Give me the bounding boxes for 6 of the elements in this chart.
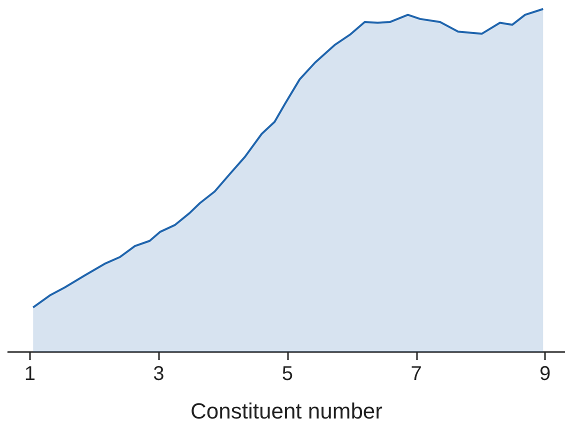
x-tick-label: 7 [410,363,422,385]
x-tick-label: 1 [24,363,36,385]
x-tick-label: 5 [282,363,294,385]
x-tick-label: 3 [153,363,164,385]
x-axis-title: Constituent number [190,398,382,424]
x-tick-label: 9 [539,363,551,385]
